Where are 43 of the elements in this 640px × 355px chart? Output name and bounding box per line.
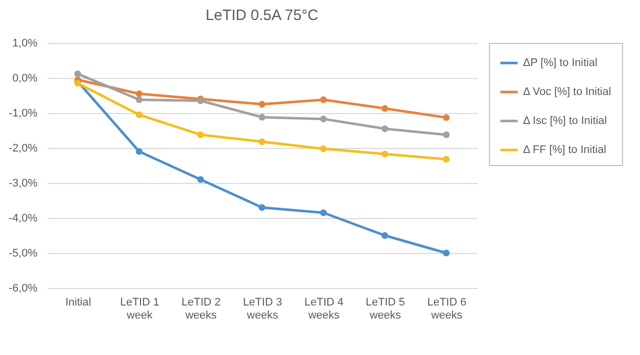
point [74,70,82,78]
point [136,96,142,104]
x-tick-label: LeTID 2 weeks [182,296,221,322]
point [442,131,450,138]
point [197,176,204,183]
x-tick-label: LeTID 5 weeks [366,296,405,322]
point [320,209,327,216]
point [442,114,450,121]
y-tick-label: 0,0% [12,72,38,84]
point [382,232,388,239]
y-tick-label: -5,0% [8,248,38,260]
point [197,131,204,138]
point [382,150,388,158]
legend-label: Δ Voc [%] to Initial [523,86,612,98]
point [382,105,388,112]
point [136,90,142,98]
point [258,114,266,121]
x-tick-label: Initial [65,296,92,308]
x-tick-label: LeTID 1 week [120,296,160,322]
legend-label: ΔP [%] to Initial [523,57,598,69]
y-tick-label: -4,0% [8,212,38,224]
point [442,250,450,256]
y-tick-label: -2,0% [8,142,38,154]
point [136,148,142,155]
point [442,156,450,163]
legend-label: Δ Isc [%] to Initial [523,115,607,127]
x-tick-label: LeTID 3 weeks [242,296,282,322]
y-tick-label: -1,0% [8,108,38,120]
y-tick-label: -6,0% [8,282,38,294]
point [258,100,266,108]
point [136,111,142,118]
y-tick-label: -3,0% [8,178,38,190]
chart-title: LeTID 0.5A 75°C [206,7,319,24]
point [320,96,327,104]
point [320,145,327,152]
point [258,138,266,146]
point [382,125,388,132]
legend-label: Δ FF [%] to Initial [523,144,606,156]
y-tick-label: 1,0% [12,38,38,50]
point [320,116,327,122]
point [258,204,266,211]
x-tick-label: LeTID 6 weeks [427,296,466,322]
x-tick-label: LeTID 4 weeks [304,296,344,322]
